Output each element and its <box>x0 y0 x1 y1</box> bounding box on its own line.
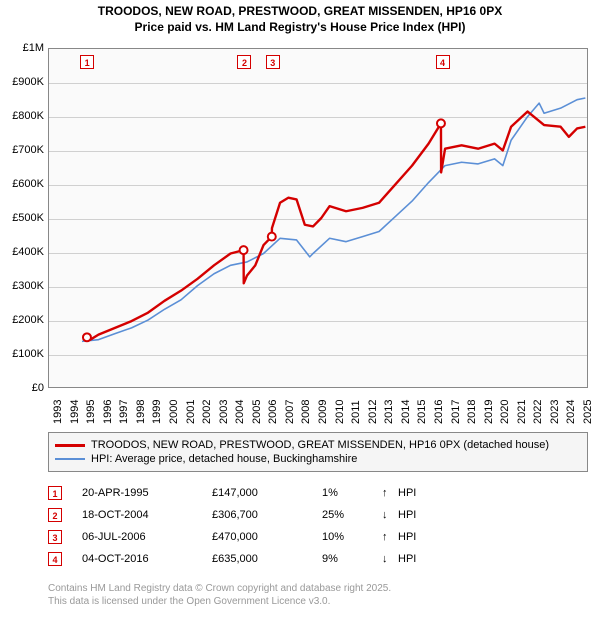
x-tick-label: 2018 <box>466 400 478 424</box>
sales-row-marker: 4 <box>48 552 62 566</box>
x-tick-label: 2017 <box>450 400 462 424</box>
legend-row-red: TROODOS, NEW ROAD, PRESTWOOD, GREAT MISS… <box>55 439 581 451</box>
x-tick-label: 1999 <box>151 400 163 424</box>
legend-row-blue: HPI: Average price, detached house, Buck… <box>55 453 581 465</box>
x-tick-label: 2016 <box>433 400 445 424</box>
x-tick-label: 2014 <box>400 400 412 424</box>
x-tick-label: 2010 <box>334 400 346 424</box>
sales-price: £306,700 <box>212 509 322 521</box>
sales-pct: 9% <box>322 553 382 565</box>
x-tick-label: 2004 <box>234 400 246 424</box>
y-tick-label: £0 <box>0 382 44 394</box>
x-tick-label: 2012 <box>367 400 379 424</box>
legend: TROODOS, NEW ROAD, PRESTWOOD, GREAT MISS… <box>48 432 588 472</box>
sales-hpi-label: HPI <box>398 509 438 521</box>
y-tick-label: £400K <box>0 246 44 258</box>
sales-row-marker: 3 <box>48 530 62 544</box>
sales-arrow-icon: ↓ <box>382 553 398 565</box>
x-tick-label: 2007 <box>284 400 296 424</box>
x-tick-label: 2001 <box>185 400 197 424</box>
sales-date: 04-OCT-2016 <box>82 553 212 565</box>
y-tick-label: £900K <box>0 76 44 88</box>
x-tick-label: 2019 <box>483 400 495 424</box>
y-tick-label: £500K <box>0 212 44 224</box>
sales-arrow-icon: ↓ <box>382 509 398 521</box>
event-marker-2: 2 <box>237 55 251 69</box>
x-tick-label: 2022 <box>532 400 544 424</box>
x-tick-label: 1993 <box>52 400 64 424</box>
sales-hpi-label: HPI <box>398 553 438 565</box>
sales-price: £147,000 <box>212 487 322 499</box>
sales-row-marker: 1 <box>48 486 62 500</box>
sales-price: £470,000 <box>212 531 322 543</box>
sales-hpi-label: HPI <box>398 487 438 499</box>
x-tick-label: 1995 <box>85 400 97 424</box>
x-tick-label: 2013 <box>383 400 395 424</box>
y-tick-label: £200K <box>0 314 44 326</box>
sale-point-dot <box>83 333 91 341</box>
series-line-red <box>87 112 585 340</box>
x-tick-label: 2009 <box>317 400 329 424</box>
x-tick-label: 2021 <box>516 400 528 424</box>
x-tick-label: 2023 <box>549 400 561 424</box>
sales-row-marker: 2 <box>48 508 62 522</box>
x-tick-label: 1996 <box>102 400 114 424</box>
x-tick-label: 1998 <box>135 400 147 424</box>
legend-label-red: TROODOS, NEW ROAD, PRESTWOOD, GREAT MISS… <box>91 439 549 451</box>
sales-table: 120-APR-1995£147,0001%↑HPI218-OCT-2004£3… <box>48 482 588 570</box>
footer: Contains HM Land Registry data © Crown c… <box>48 582 391 608</box>
sales-row: 1 20-APR-1995£147,0001%↑HPI <box>48 482 588 504</box>
y-tick-label: £600K <box>0 178 44 190</box>
x-tick-label: 2002 <box>201 400 213 424</box>
x-tick-label: 2000 <box>168 400 180 424</box>
x-tick-label: 2003 <box>218 400 230 424</box>
sales-date: 18-OCT-2004 <box>82 509 212 521</box>
sales-arrow-icon: ↑ <box>382 531 398 543</box>
y-tick-label: £800K <box>0 110 44 122</box>
sales-row: 4 04-OCT-2016£635,0009%↓HPI <box>48 548 588 570</box>
x-tick-label: 2020 <box>499 400 511 424</box>
x-tick-label: 2015 <box>416 400 428 424</box>
event-marker-4: 4 <box>436 55 450 69</box>
y-tick-label: £300K <box>0 280 44 292</box>
title-line-2: Price paid vs. HM Land Registry's House … <box>0 20 600 36</box>
x-tick-label: 2006 <box>267 400 279 424</box>
y-tick-label: £1M <box>0 42 44 54</box>
sales-arrow-icon: ↑ <box>382 487 398 499</box>
chart-lines <box>49 49 587 387</box>
event-marker-3: 3 <box>266 55 280 69</box>
y-tick-label: £700K <box>0 144 44 156</box>
plot-area: 1 2 3 4 <box>48 48 588 388</box>
sales-date: 20-APR-1995 <box>82 487 212 499</box>
x-tick-label: 2024 <box>565 400 577 424</box>
y-tick-label: £100K <box>0 348 44 360</box>
sales-pct: 1% <box>322 487 382 499</box>
x-tick-label: 2005 <box>251 400 263 424</box>
sales-row: 2 18-OCT-2004£306,70025%↓HPI <box>48 504 588 526</box>
sale-point-dot <box>268 233 276 241</box>
sales-pct: 25% <box>322 509 382 521</box>
sales-price: £635,000 <box>212 553 322 565</box>
footer-line-2: This data is licensed under the Open Gov… <box>48 595 391 608</box>
sale-point-dot <box>240 246 248 254</box>
x-tick-label: 2025 <box>582 400 594 424</box>
title-line-1: TROODOS, NEW ROAD, PRESTWOOD, GREAT MISS… <box>0 4 600 20</box>
sales-pct: 10% <box>322 531 382 543</box>
x-tick-label: 1994 <box>69 400 81 424</box>
sale-point-dot <box>437 119 445 127</box>
x-tick-label: 2008 <box>300 400 312 424</box>
x-tick-label: 1997 <box>118 400 130 424</box>
x-tick-label: 2011 <box>350 400 362 424</box>
event-marker-1: 1 <box>80 55 94 69</box>
legend-label-blue: HPI: Average price, detached house, Buck… <box>91 453 357 465</box>
sales-row: 3 06-JUL-2006£470,00010%↑HPI <box>48 526 588 548</box>
legend-swatch-blue <box>55 458 85 460</box>
title-block: TROODOS, NEW ROAD, PRESTWOOD, GREAT MISS… <box>0 0 600 35</box>
chart-container: TROODOS, NEW ROAD, PRESTWOOD, GREAT MISS… <box>0 0 600 620</box>
sales-hpi-label: HPI <box>398 531 438 543</box>
sales-date: 06-JUL-2006 <box>82 531 212 543</box>
legend-swatch-red <box>55 444 85 447</box>
footer-line-1: Contains HM Land Registry data © Crown c… <box>48 582 391 595</box>
